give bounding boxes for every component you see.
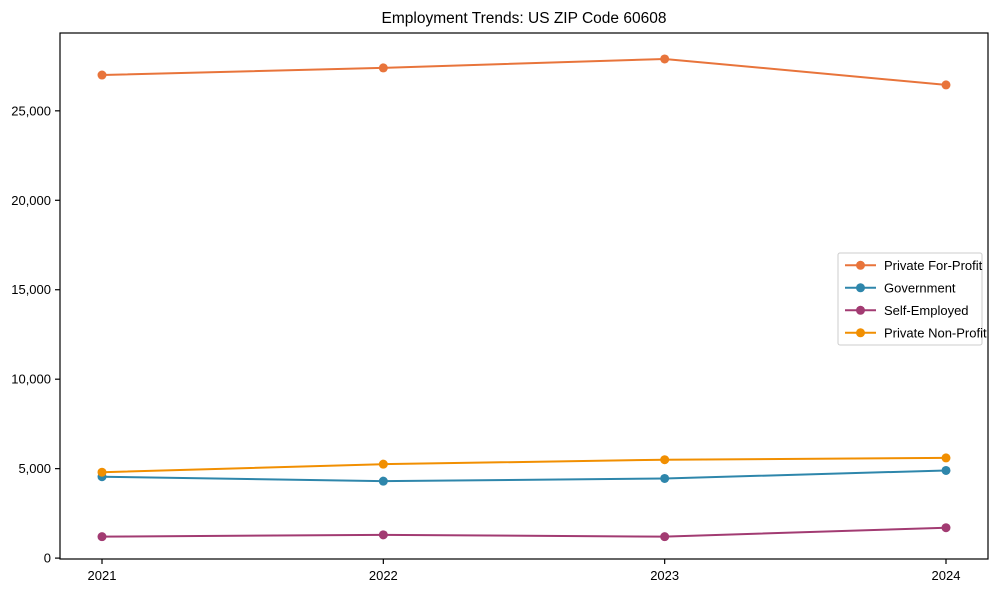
legend-box: [837, 252, 983, 346]
y-tick-label: 5,000: [18, 461, 51, 476]
legend-swatch-marker: [856, 260, 865, 270]
data-point-government-2023: [660, 473, 670, 483]
data-point-self-employed-2024: [941, 523, 951, 533]
data-point-self-employed-2021: [97, 532, 107, 542]
legend-label: Private Non-Profit: [884, 326, 987, 341]
legend-label: Private For-Profit: [884, 258, 983, 273]
x-tick-label: 2024: [932, 568, 961, 583]
chart-title: Employment Trends: US ZIP Code 60608: [381, 10, 667, 27]
y-tick-label: 20,000: [11, 193, 51, 208]
data-point-private-for-profit-2023: [660, 54, 670, 64]
series-line-private-non-profit: [101, 456, 947, 474]
data-point-government-2022: [378, 476, 388, 486]
data-point-private-non-profit-2024: [941, 453, 951, 463]
y-tick-label: 0: [44, 551, 51, 566]
y-tick-label: 15,000: [11, 282, 51, 297]
x-tick-label: 2022: [369, 568, 398, 583]
plot-border: [59, 32, 989, 560]
data-point-self-employed-2022: [378, 530, 388, 540]
y-tick-label: 10,000: [11, 372, 51, 387]
series-line-private-for-profit: [101, 57, 947, 86]
data-point-private-for-profit-2021: [97, 70, 107, 80]
x-tick-label: 2023: [650, 568, 679, 583]
legend-swatch-marker: [856, 328, 865, 338]
data-point-private-non-profit-2022: [378, 459, 388, 469]
legend-swatch-marker: [856, 305, 865, 315]
legend-swatch-marker: [856, 283, 865, 293]
x-tick-label: 2021: [88, 568, 117, 583]
series-line-government: [101, 469, 947, 483]
y-tick-label: 25,000: [11, 103, 51, 118]
legend-label: Self-Employed: [884, 303, 969, 318]
data-point-private-for-profit-2024: [941, 80, 951, 90]
data-point-government-2024: [941, 465, 951, 475]
data-point-private-non-profit-2021: [97, 467, 107, 477]
legend-label: Government: [884, 281, 956, 296]
data-point-private-for-profit-2022: [378, 63, 388, 73]
data-point-self-employed-2023: [660, 532, 670, 542]
data-point-private-non-profit-2023: [660, 455, 670, 465]
series-line-self-employed: [101, 526, 947, 538]
